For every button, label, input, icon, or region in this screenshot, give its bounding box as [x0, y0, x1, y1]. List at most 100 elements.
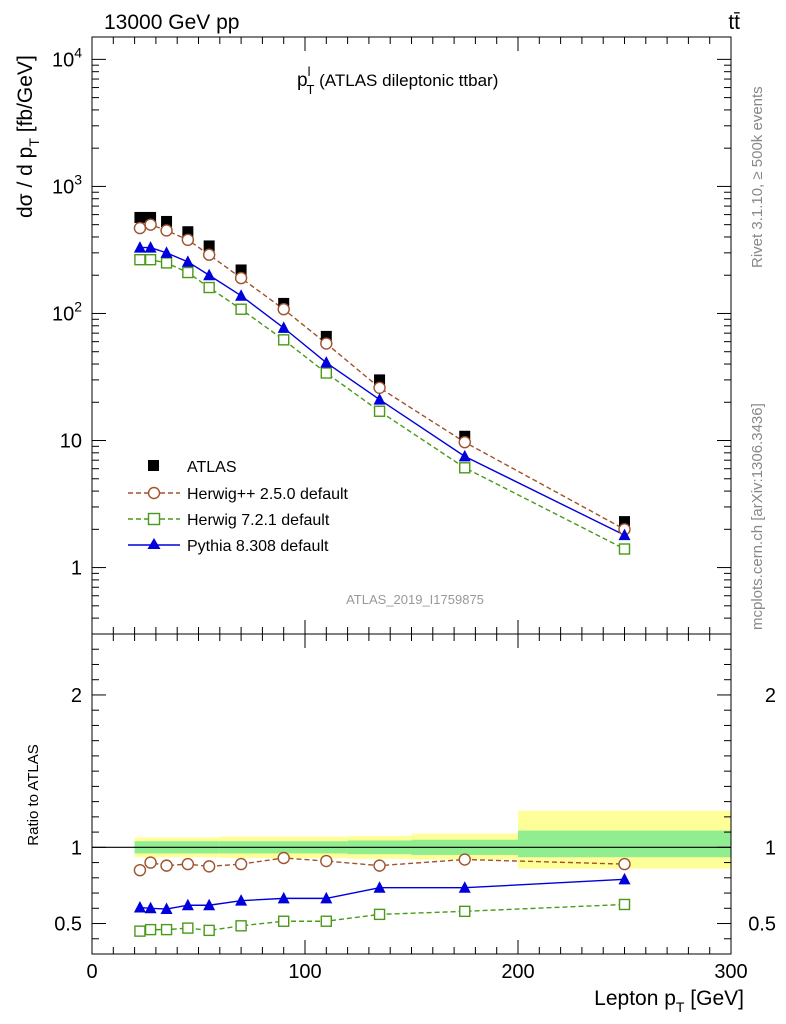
ratio-point-pythia — [320, 891, 333, 904]
data-point-pythia — [277, 321, 290, 333]
data-point-herwig7 — [203, 281, 215, 294]
mcplots-info-label: mcplots.cern.ch [arXiv:1306.3436] — [749, 403, 766, 630]
data-point-pythia — [618, 528, 631, 541]
ratio-y-tick-label-right: 1 — [765, 837, 776, 859]
ratio-point-herwig7 — [618, 898, 631, 911]
legend-marker-herwig7 — [147, 512, 161, 526]
ratio-point-pythia — [373, 881, 386, 893]
main-y-tick-label-base: 10 — [60, 431, 82, 453]
data-point-pythia — [203, 268, 216, 281]
ratio-point-herwigpp — [618, 857, 631, 871]
main-y-tick-label-base: 10 — [52, 49, 74, 71]
main-y-tick-label: 102 — [52, 298, 82, 325]
ratio-point-herwig7 — [182, 922, 194, 934]
ratio-point-pythia — [618, 872, 631, 885]
data-point-herwig7 — [144, 253, 157, 266]
ratio-y-tick-label-right: 0.5 — [748, 914, 776, 936]
legend-label-herwigpp: Herwig++ 2.5.0 default — [187, 486, 349, 503]
legend-entry-atlas: ATLAS — [148, 459, 237, 476]
ratio-point-herwig7 — [320, 915, 332, 927]
ratio-band-inner — [518, 830, 731, 858]
main-y-axis-label: dσ / d pT [fb/GeV] — [14, 55, 42, 218]
data-point-pythia — [160, 246, 173, 258]
legend-label-pythia: Pythia 8.308 default — [187, 538, 329, 555]
main-y-tick-label: 10 — [60, 431, 82, 453]
data-point-pythia — [458, 449, 471, 462]
legend-entry-pythia: Pythia 8.308 default — [128, 538, 329, 555]
plot-title-sub: T — [306, 82, 314, 97]
x-axis-label-main: Lepton p — [594, 987, 676, 1010]
ratio-point-herwig7 — [134, 925, 146, 937]
legend-entry-herwigpp: Herwig++ 2.5.0 default — [128, 486, 349, 503]
data-point-herwigpp — [181, 233, 195, 247]
ratio-y-axis-label: Ratio to ATLAS — [25, 744, 42, 845]
data-point-pythia — [133, 241, 146, 253]
x-axis-label: Lepton pT [GeV] — [594, 987, 744, 1015]
legend-marker-atlas — [148, 460, 159, 471]
ratio-point-herwig7 — [144, 923, 157, 936]
ratio-point-pythia — [235, 894, 248, 906]
data-point-pythia — [320, 356, 333, 368]
ratio-y-tick-label-left: 1 — [71, 837, 82, 859]
ratio-point-herwig7 — [235, 920, 247, 932]
data-point-pythia — [235, 289, 248, 301]
main-y-tick-label-base: 10 — [52, 176, 74, 198]
data-point-atlas — [182, 226, 194, 238]
data-point-pythia — [144, 241, 157, 253]
data-point-herwig7 — [134, 253, 146, 266]
data-point-atlas — [203, 240, 215, 252]
data-point-pythia — [181, 255, 194, 267]
ratio-point-herwigpp — [277, 851, 290, 865]
process-label: tt̄ — [728, 11, 740, 34]
legend-label-herwig7: Herwig 7.2.1 default — [187, 512, 330, 529]
ratio-point-herwig7 — [373, 908, 386, 921]
data-point-herwig7 — [182, 266, 194, 279]
legend-marker-herwigpp — [147, 486, 161, 500]
plot-title-sup: l — [308, 64, 311, 79]
data-point-herwigpp — [234, 271, 248, 285]
legend-label-atlas: ATLAS — [187, 459, 237, 476]
data-point-atlas — [161, 215, 173, 227]
main-y-tick-label-exp: 4 — [74, 44, 82, 60]
ratio-point-herwigpp — [181, 857, 195, 871]
ratio-point-herwigpp — [144, 856, 157, 869]
ratio-point-pythia — [277, 891, 290, 904]
data-point-atlas — [134, 211, 146, 223]
x-axis-label-unit: [GeV] — [684, 987, 744, 1010]
data-point-atlas — [619, 516, 630, 528]
main-y-tick-label: 1 — [71, 558, 82, 580]
data-point-herwigpp — [320, 337, 333, 350]
data-point-herwig7 — [160, 257, 173, 269]
plot-title-p: p — [297, 70, 308, 91]
ratio-point-herwig7 — [203, 924, 215, 937]
data-point-herwig7 — [278, 334, 290, 346]
data-point-herwigpp — [160, 224, 173, 237]
ratio-point-pythia — [144, 901, 157, 914]
ratio-point-herwigpp — [320, 854, 333, 868]
main-y-axis-label-unit: [fb/GeV] — [14, 55, 37, 138]
plot-title: pl T (ATLAS dileptonic ttbar) — [297, 64, 498, 97]
ratio-point-pythia — [133, 901, 146, 913]
x-tick-labels: 0 100 200 300 — [86, 961, 747, 983]
ratio-point-herwigpp — [202, 860, 216, 873]
ratio-y-tick-label-right: 2 — [765, 685, 776, 707]
data-point-herwig7 — [320, 367, 332, 379]
ratio-point-herwig7 — [160, 923, 173, 936]
ratio-point-herwigpp — [458, 853, 471, 866]
x-tick-label: 0 — [86, 961, 97, 983]
ratio-plot-panel: 0.5 0.5 1 1 2 2 0 100 200 300 Ratio to ATLAS Lep… — [25, 633, 776, 1015]
data-point-pythia — [373, 393, 386, 405]
main-y-axis-label-main: dσ / d p — [14, 147, 37, 218]
main-y-tick-label: 103 — [52, 171, 82, 198]
data-point-herwig7 — [373, 405, 386, 417]
x-tick-label: 200 — [501, 961, 534, 983]
legend-entry-herwig7: Herwig 7.2.1 default — [128, 512, 330, 529]
ratio-point-pythia — [458, 881, 471, 893]
data-point-herwigpp — [144, 218, 157, 231]
main-y-tick-label-base: 10 — [52, 303, 74, 325]
ratio-y-tick-label-left: 2 — [71, 685, 82, 707]
x-tick-label: 300 — [714, 961, 747, 983]
